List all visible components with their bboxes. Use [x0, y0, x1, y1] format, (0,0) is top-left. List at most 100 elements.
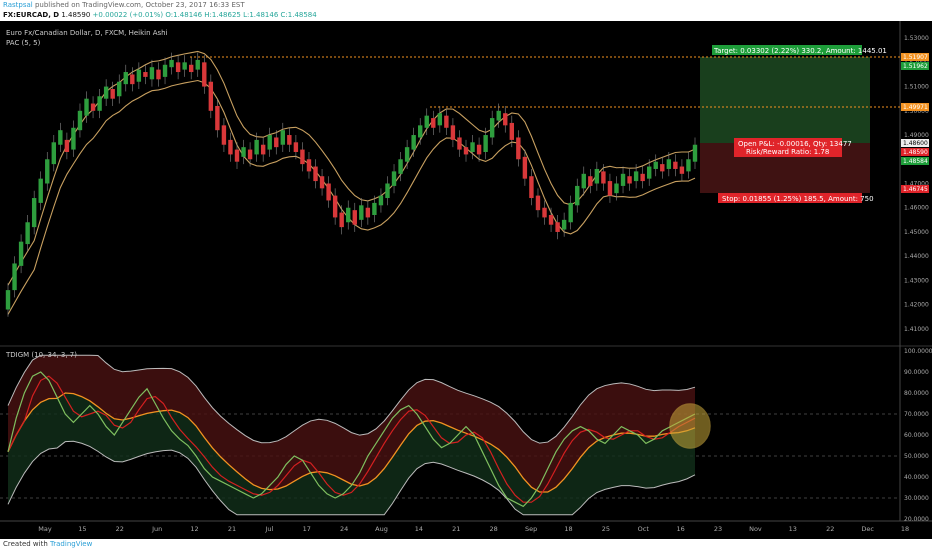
- candle-body: [346, 207, 351, 223]
- author-link[interactable]: Rastpsal: [3, 1, 33, 9]
- target-zone[interactable]: [700, 57, 870, 143]
- candle-body: [313, 166, 318, 182]
- candle-body: [103, 86, 109, 99]
- candle-body: [228, 139, 233, 155]
- candle-body: [529, 176, 534, 199]
- target-label: Target: 0.03302 (2.22%) 330.2, Amount: 1…: [713, 47, 887, 55]
- candle-body: [182, 62, 187, 70]
- candle-body: [372, 202, 377, 215]
- candle-body: [31, 198, 37, 228]
- candle-body: [686, 159, 691, 172]
- footer-prefix: Created with: [3, 540, 48, 548]
- target-label-box[interactable]: [712, 45, 862, 55]
- time-tick-label: Jul: [264, 525, 273, 533]
- candle-body: [476, 144, 482, 155]
- candle-body: [581, 173, 586, 189]
- candle-body: [561, 219, 567, 230]
- candle-body: [673, 161, 678, 169]
- chart-svg[interactable]: Euro Fx/Canadian Dollar, D, FXCM, Heikin…: [0, 21, 932, 539]
- candle-body: [470, 142, 475, 152]
- candle-body: [483, 135, 488, 152]
- sub-tick-label: 70.0000: [904, 411, 929, 418]
- pac-indicator-label: PAC (5, 5): [6, 39, 41, 47]
- candle-body: [463, 147, 469, 155]
- tradingview-brand[interactable]: TradingView: [50, 540, 93, 548]
- candle-body: [149, 67, 155, 80]
- candle-body: [548, 215, 554, 225]
- time-tick-label: 21: [228, 525, 236, 533]
- pnl-line1: Open P&L: -0.00016, Qty: 13477: [738, 140, 852, 148]
- tag-mid-upper-bg: [901, 62, 929, 70]
- candle-body: [280, 130, 285, 145]
- price-labels: 1.530001.520001.510001.500001.490001.480…: [904, 35, 929, 333]
- time-tick-label: Sep: [525, 525, 537, 533]
- candle-body: [437, 113, 443, 126]
- candle-body: [535, 195, 541, 211]
- pac-upper-line: [7, 50, 696, 286]
- time-tick-label: Nov: [749, 525, 762, 533]
- tag-mid-upper: 1.51962: [903, 63, 928, 70]
- time-tick-label: 15: [78, 525, 86, 533]
- time-tick-label: 21: [452, 525, 460, 533]
- tag-last-bg: [901, 157, 929, 165]
- candle-body: [509, 122, 514, 140]
- tag-target-bg: [901, 53, 929, 61]
- candle-body: [241, 147, 246, 157]
- candle-body: [71, 127, 76, 150]
- sub-pane-title: TDIGM (10, 34, 3, 7): [5, 351, 77, 359]
- price-change: +0.00022 (+0.01%): [92, 11, 164, 19]
- time-tick-label: 18: [901, 525, 909, 533]
- time-tick-label: Jun: [151, 525, 162, 533]
- candle-body: [620, 173, 626, 186]
- candle-body: [175, 62, 181, 73]
- time-tick-label: Oct: [638, 525, 650, 533]
- pac-lower-line: [7, 79, 696, 315]
- tag-stop-bg: [901, 185, 929, 193]
- candle-body: [385, 183, 390, 199]
- tag-entry: 1.48600: [903, 140, 928, 147]
- candle-body: [143, 72, 148, 77]
- candle-body: [647, 166, 652, 179]
- candle-body: [162, 64, 168, 77]
- pnl-label-box[interactable]: [734, 138, 842, 157]
- candle-body: [77, 110, 83, 131]
- candle-body: [391, 171, 397, 186]
- candle-body: [653, 161, 658, 169]
- candle-body: [575, 185, 580, 206]
- footer: Created with TradingView: [0, 539, 932, 550]
- time-tick-label: 17: [303, 525, 311, 533]
- sub-tick-label: 90.0000: [904, 369, 929, 376]
- candle-body: [568, 202, 573, 223]
- stop-label-box[interactable]: [718, 193, 862, 203]
- tdi-indicator: [0, 354, 900, 516]
- candle-body: [234, 149, 240, 162]
- sub-labels: 100.0000 90.0000 80.0000 70.0000 60.0000 50.0…: [904, 348, 932, 523]
- candle-body: [431, 118, 436, 128]
- candle-body: [588, 176, 593, 186]
- chart-area[interactable]: Euro Fx/Canadian Dollar, D, FXCM, Heikin…: [0, 21, 932, 539]
- price-tick-label: 1.51000: [904, 84, 929, 91]
- candle-body: [64, 139, 70, 152]
- candle-body: [25, 222, 30, 245]
- candle-body: [260, 144, 266, 155]
- symbol-name[interactable]: FX:EURCAD, D: [3, 11, 60, 19]
- candle-body: [359, 205, 364, 220]
- candle-body: [247, 149, 253, 160]
- candle-body: [221, 125, 227, 145]
- candle-body: [450, 125, 456, 140]
- sub-tick-label: 50.0000: [904, 453, 929, 460]
- candle-body: [136, 69, 142, 82]
- sub-tick-label: 80.0000: [904, 390, 929, 397]
- price-tick-label: 1.44000: [904, 253, 929, 260]
- tdi-upper-band: [7, 354, 696, 444]
- candle-body: [503, 113, 508, 126]
- candle-body: [594, 168, 600, 184]
- candle-body: [496, 110, 501, 121]
- candle-body: [84, 98, 89, 116]
- candle-body: [607, 181, 613, 196]
- candle-body: [679, 166, 685, 174]
- candle-body: [90, 103, 96, 111]
- tag-target: 1.51907: [903, 54, 928, 61]
- tag-entry2: 1.48590: [903, 149, 928, 156]
- time-tick-label: 16: [677, 525, 685, 533]
